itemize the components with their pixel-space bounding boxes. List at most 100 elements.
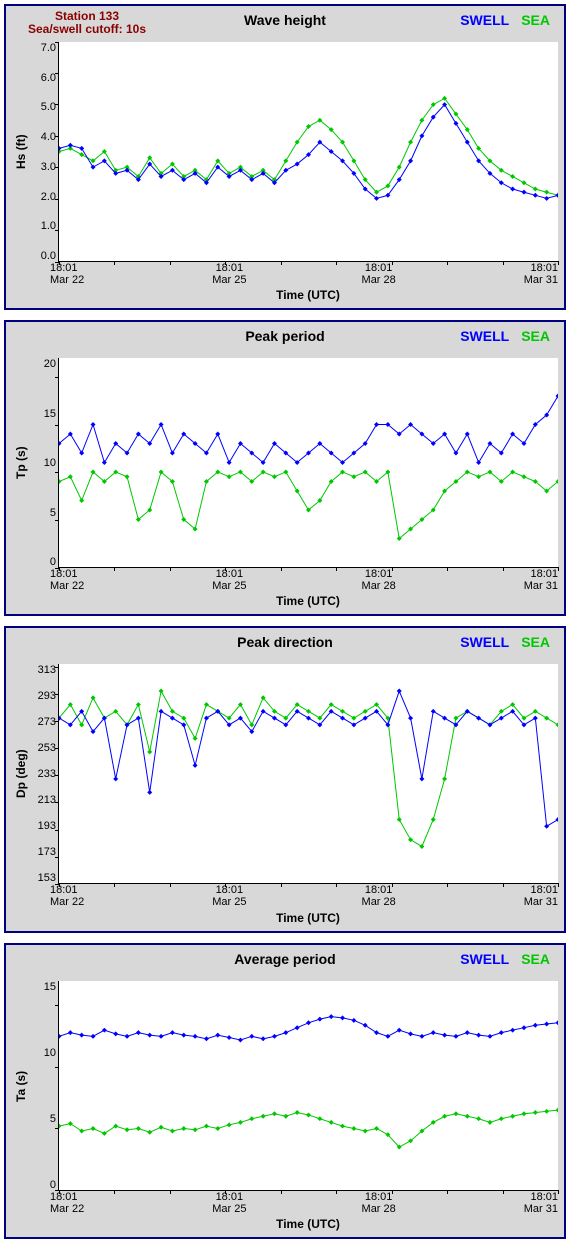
legend-sea: SEA [521, 951, 550, 967]
x-tick [225, 567, 226, 571]
x-tick [392, 567, 393, 571]
x-tick-date: Mar 28 [349, 274, 409, 286]
y-tick-label: 253 [30, 742, 56, 754]
y-tick-label: 20 [30, 358, 56, 370]
x-tick [336, 1190, 337, 1194]
x-tick-time: 18:01 [498, 884, 558, 896]
plot-area [58, 664, 558, 884]
legend: SWELLSEA [460, 634, 550, 650]
y-tick-label: 173 [30, 846, 56, 858]
x-axis: 18:01Mar 2218:01Mar 2518:01Mar 2818:01Ma… [58, 568, 558, 592]
plot-area [58, 358, 558, 568]
x-tick [225, 1190, 226, 1194]
x-axis-label: Time (UTC) [58, 1217, 558, 1231]
y-tick-label: 5 [30, 507, 56, 519]
legend: SWELL SEA [460, 951, 550, 967]
x-tick [281, 1190, 282, 1194]
y-axis-label: Tp (s) [12, 358, 30, 568]
x-tick-time: 18:01 [498, 262, 558, 274]
y-tick-label: 153 [30, 872, 56, 884]
y-tick-label: 15 [30, 408, 56, 420]
y-tick-label: 5.0 [30, 101, 56, 113]
x-tick-date: Mar 22 [50, 274, 110, 286]
legend: SWELLSEA [460, 12, 550, 28]
x-tick-date: Mar 22 [50, 580, 110, 592]
y-tick-label: 7.0 [30, 42, 56, 54]
x-tick [114, 567, 115, 571]
x-tick [114, 1190, 115, 1194]
panel-wave-height: Station 133Sea/swell cutoff: 10sWave hei… [4, 4, 566, 310]
y-tick-label: 6.0 [30, 72, 56, 84]
y-axis-label: Ta (s) [12, 981, 30, 1191]
x-axis-label: Time (UTC) [58, 911, 558, 925]
x-tick-time: 18:01 [199, 262, 259, 274]
x-tick-label: 18:01Mar 28 [349, 568, 409, 592]
x-tick [336, 883, 337, 887]
x-tick [170, 567, 171, 571]
x-tick-time: 18:01 [349, 884, 409, 896]
x-tick-date: Mar 28 [349, 580, 409, 592]
x-tick [114, 883, 115, 887]
x-tick [225, 261, 226, 265]
x-tick [392, 1190, 393, 1194]
x-tick-label: 18:01Mar 28 [349, 884, 409, 908]
y-tick-label: 233 [30, 768, 56, 780]
x-tick [281, 567, 282, 571]
x-tick-label: 18:01Mar 22 [50, 1191, 110, 1215]
x-tick-date: Mar 25 [199, 1203, 259, 1215]
y-tick-label: 0 [30, 556, 56, 568]
x-tick [170, 1190, 171, 1194]
x-tick [392, 883, 393, 887]
panel-peak-direction: Peak directionSWELLSEADp (deg)3132932732… [4, 626, 566, 932]
y-tick-label: 0.0 [30, 250, 56, 262]
chart-svg [59, 358, 558, 567]
x-tick-label: 18:01Mar 25 [199, 884, 259, 908]
y-tick-label: 15 [30, 981, 56, 993]
panel-header: Station 133Sea/swell cutoff: 10sWave hei… [12, 10, 558, 42]
x-tick-date: Mar 22 [50, 896, 110, 908]
y-tick-label: 5 [30, 1113, 56, 1125]
x-tick-date: Mar 31 [498, 580, 558, 592]
y-tick-label: 0 [30, 1179, 56, 1191]
x-tick [336, 567, 337, 571]
x-tick [503, 567, 504, 571]
y-axis: 15 10 5 0 [30, 981, 58, 1191]
panel-peak-period: Peak periodSWELLSEATp (s)2015105018:01Ma… [4, 320, 566, 616]
x-tick [392, 261, 393, 265]
y-tick-label: 10 [30, 457, 56, 469]
chart-svg [59, 42, 558, 261]
panel-header: Peak directionSWELLSEA [12, 632, 558, 664]
y-axis-label: Hs (ft) [12, 42, 30, 262]
x-tick-time: 18:01 [349, 568, 409, 580]
x-tick-date: Mar 22 [50, 1203, 110, 1215]
x-tick [503, 883, 504, 887]
panel-header: Peak periodSWELLSEA [12, 326, 558, 358]
x-tick-time: 18:01 [349, 1191, 409, 1203]
plot-area [58, 42, 558, 262]
x-axis-label: Time (UTC) [58, 594, 558, 608]
x-tick [447, 567, 448, 571]
x-axis: 18:01Mar 2218:01Mar 2518:01Mar 2818:01Ma… [58, 262, 558, 286]
legend-swell: SWELL [460, 12, 509, 28]
y-axis: 7.06.05.04.03.02.01.00.0 [30, 42, 58, 262]
x-tick [558, 567, 559, 571]
x-tick-time: 18:01 [199, 1191, 259, 1203]
x-tick-date: Mar 28 [349, 896, 409, 908]
x-tick [558, 883, 559, 887]
x-tick [281, 883, 282, 887]
y-tick-label: 10 [30, 1047, 56, 1059]
x-tick-label: 18:01Mar 28 [349, 262, 409, 286]
x-tick-label: 18:01Mar 22 [50, 884, 110, 908]
legend-swell: SWELL [460, 951, 509, 967]
x-tick-label: 18:01Mar 31 [498, 884, 558, 908]
x-tick-date: Mar 31 [498, 1203, 558, 1215]
y-tick-label: 193 [30, 820, 56, 832]
x-tick-date: Mar 31 [498, 274, 558, 286]
x-tick [503, 1190, 504, 1194]
x-tick-label: 18:01Mar 28 [349, 1191, 409, 1215]
x-tick-time: 18:01 [349, 262, 409, 274]
y-tick-label: 293 [30, 690, 56, 702]
legend-sea: SEA [521, 328, 550, 344]
legend: SWELLSEA [460, 328, 550, 344]
x-tick [447, 883, 448, 887]
